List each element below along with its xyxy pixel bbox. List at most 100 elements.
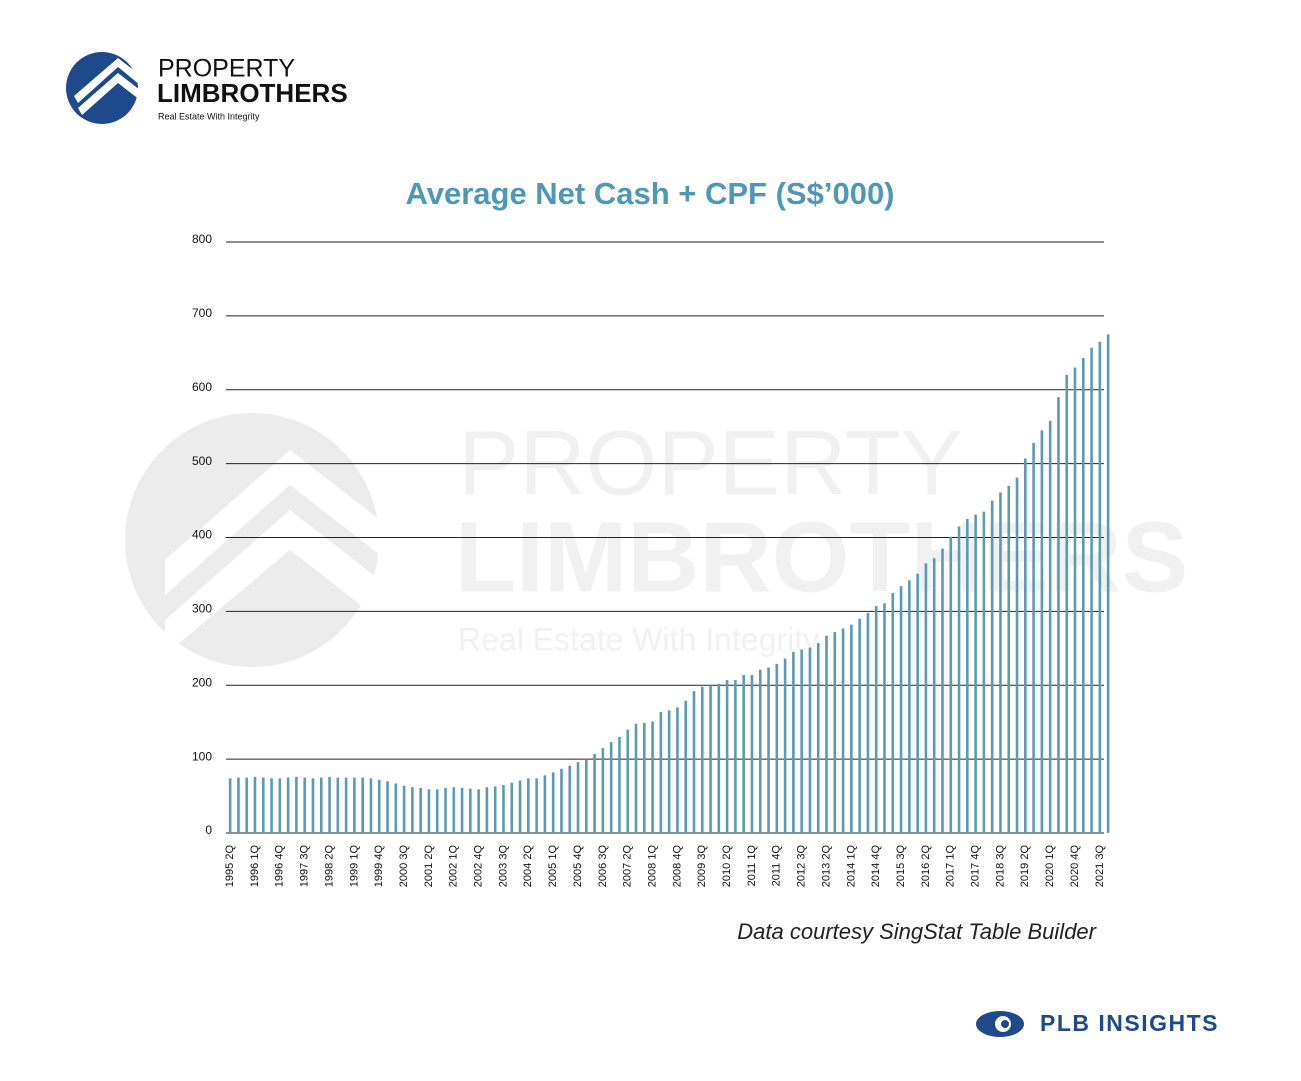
bar — [452, 787, 456, 833]
bar — [1048, 420, 1052, 833]
bar — [435, 789, 439, 833]
x-tick-label: 2005 4Q — [572, 845, 584, 888]
x-tick-label: 1999 1Q — [348, 845, 360, 888]
x-tick-label: 2012 3Q — [796, 845, 808, 888]
bar — [502, 784, 505, 833]
bar — [261, 777, 265, 833]
bar — [808, 647, 812, 833]
x-tick-label: 2009 3Q — [696, 845, 708, 888]
x-tick-label: 2011 4Q — [771, 845, 783, 887]
bar — [560, 768, 563, 833]
bar — [866, 612, 870, 833]
bar — [949, 536, 953, 833]
bar — [941, 548, 944, 833]
bar — [626, 729, 630, 833]
bar — [692, 691, 696, 833]
x-tick-label: 2015 3Q — [895, 845, 907, 888]
chart-title: Average Net Cash + CPF (S$’000) — [405, 176, 894, 211]
x-tick-label: 2007 2Q — [622, 845, 634, 888]
x-tick-label: 2000 3Q — [398, 845, 410, 888]
bar — [1007, 485, 1011, 833]
x-tick-label: 2011 1Q — [746, 845, 758, 887]
bar — [676, 707, 679, 833]
bar — [328, 776, 331, 833]
footer-brand: PLB INSIGHTS — [1040, 1010, 1219, 1036]
bar — [518, 780, 522, 833]
bar — [394, 783, 398, 833]
y-tick-label: 400 — [192, 528, 212, 542]
bar — [684, 700, 688, 833]
x-tick-label: 1996 4Q — [274, 845, 286, 888]
bar — [369, 778, 373, 833]
x-tick-label: 2008 1Q — [646, 845, 658, 888]
bar — [601, 748, 605, 833]
bar — [237, 777, 240, 833]
source-note: Data courtesy SingStat Table Builder — [737, 919, 1097, 944]
bar — [253, 776, 257, 833]
bar — [493, 786, 497, 833]
bar — [402, 785, 406, 833]
bar — [1057, 397, 1060, 833]
bar — [709, 685, 712, 833]
bar — [908, 580, 911, 833]
x-tick-label: 1998 2Q — [323, 845, 335, 888]
x-tick-label: 2004 2Q — [522, 845, 534, 888]
bar — [319, 777, 323, 833]
x-tick-label: 2002 4Q — [473, 845, 485, 888]
bar — [717, 683, 721, 833]
bar — [427, 789, 431, 833]
bar — [568, 765, 572, 833]
bar — [469, 788, 472, 833]
x-tick-label: 1996 1Q — [249, 845, 261, 888]
x-tick-label: 2001 2Q — [423, 845, 435, 888]
bar — [1106, 334, 1110, 833]
watermark — [125, 413, 380, 667]
bar — [1081, 357, 1085, 833]
x-tick-label: 1995 2Q — [224, 845, 236, 888]
bar — [344, 777, 348, 833]
bar — [444, 787, 447, 833]
bar — [336, 777, 340, 833]
x-tick-label: 1999 4Q — [373, 845, 385, 888]
y-tick-label: 0 — [205, 823, 212, 837]
bar — [974, 514, 977, 833]
bar — [1090, 347, 1093, 833]
bar — [725, 680, 729, 833]
watermark-text: Real Estate With Integrity — [458, 621, 819, 657]
x-tick-label: 2020 4Q — [1069, 845, 1081, 888]
x-tick-label: 2014 4Q — [870, 845, 882, 888]
logo-text: PROPERTY — [158, 55, 295, 83]
bar — [659, 711, 663, 833]
bar — [618, 736, 621, 833]
bar — [883, 603, 886, 833]
x-tick-label: 2017 1Q — [945, 845, 957, 888]
bar — [734, 680, 737, 833]
footer-icon — [976, 1011, 1024, 1037]
x-tick-label: 2005 1Q — [547, 845, 559, 888]
bar — [576, 762, 580, 833]
bar — [228, 778, 232, 833]
x-tick-label: 2014 1Q — [845, 845, 857, 888]
bar — [1065, 374, 1069, 833]
x-tick-label: 2008 4Q — [671, 845, 683, 888]
bar — [767, 667, 770, 833]
bar — [800, 649, 803, 833]
x-tick-label: 2019 2Q — [1019, 845, 1031, 888]
x-tick-label: 2021 3Q — [1094, 845, 1106, 888]
bar — [286, 777, 290, 833]
bar — [551, 772, 555, 833]
bar — [700, 686, 704, 833]
bar — [775, 663, 779, 833]
logo-icon — [66, 52, 140, 124]
x-tick-label: 2020 1Q — [1044, 845, 1056, 888]
bar — [783, 658, 787, 833]
bar — [899, 586, 903, 833]
y-tick-label: 300 — [192, 602, 212, 616]
bar — [535, 778, 538, 833]
bar — [924, 563, 928, 833]
bar — [245, 777, 249, 833]
x-tick-label: 2016 2Q — [920, 845, 932, 888]
bar — [1040, 430, 1044, 833]
bar — [361, 777, 364, 833]
bar — [758, 669, 762, 833]
